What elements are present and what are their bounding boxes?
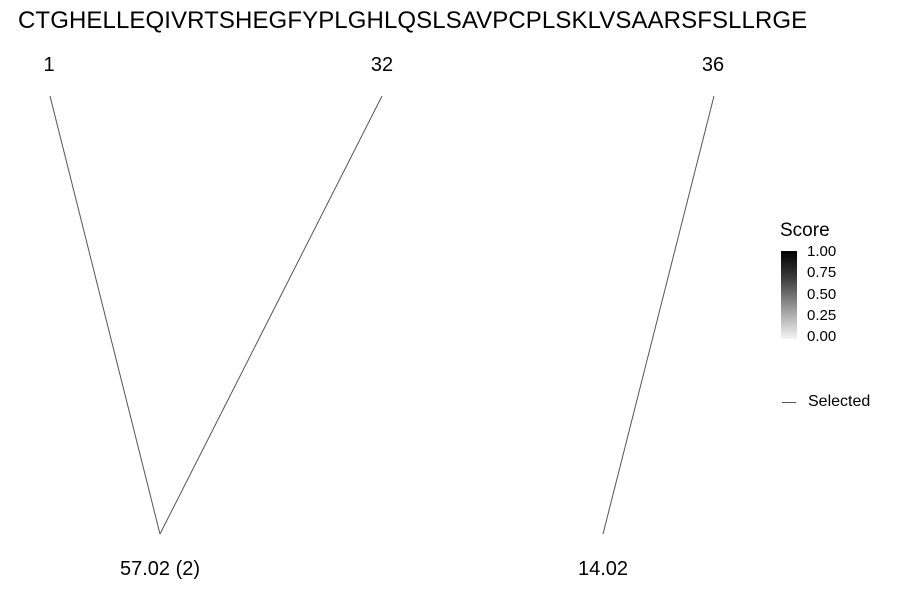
tick-mark — [797, 272, 801, 273]
peptide-sequence: CTGHELLEQIVRTSHEGFYPLGHLQSLSAVPCPLSKLVSA… — [18, 7, 808, 34]
score-legend-title: Score — [780, 220, 830, 241]
score-tick-label: 0.00 — [807, 328, 837, 345]
tick-mark — [797, 251, 801, 252]
tick-mark — [797, 336, 801, 337]
selected-line-key — [782, 402, 796, 403]
tick-mark — [797, 294, 801, 295]
connector-line-32-to-mass-1 — [159, 95, 383, 535]
score-colorbar — [781, 251, 797, 339]
selected-legend-label: Selected — [808, 393, 871, 410]
score-tick-5: 0.00 — [797, 329, 887, 345]
score-tick-label: 0.75 — [807, 264, 837, 281]
position-label-1: 1 — [43, 54, 55, 76]
position-label-36: 36 — [701, 54, 725, 76]
score-tick-label: 0.25 — [807, 307, 837, 324]
tick-mark — [797, 315, 801, 316]
mass-label-1: 57.02 (2) — [119, 558, 201, 580]
score-tick-label: 0.50 — [807, 286, 837, 303]
mass-label-2: 14.02 — [577, 558, 629, 580]
position-label-32: 32 — [370, 54, 394, 76]
connector-line-36-to-mass-2 — [602, 95, 715, 535]
score-tick-4: 0.25 — [797, 308, 887, 324]
connector-line-1-to-mass-1 — [49, 95, 161, 535]
score-tick-2: 0.75 — [797, 265, 887, 281]
score-tick-label: 1.00 — [807, 243, 837, 260]
selected-legend-entry: Selected — [780, 392, 890, 412]
score-tick-1: 1.00 — [797, 244, 887, 260]
score-tick-3: 0.50 — [797, 287, 887, 303]
